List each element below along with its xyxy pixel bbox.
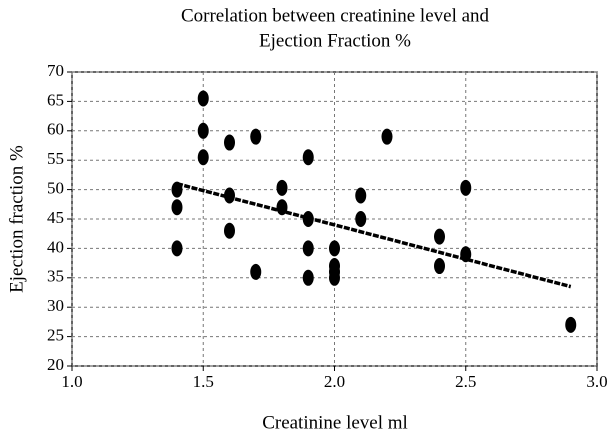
point (224, 222, 235, 239)
point (171, 199, 183, 216)
x-tick-label: 1.0 (61, 372, 82, 391)
point (460, 179, 472, 196)
point (434, 228, 445, 245)
point (276, 179, 288, 196)
y-tick-label: 55 (47, 149, 64, 168)
y-tick-label: 60 (47, 120, 64, 139)
point (197, 90, 209, 107)
point (565, 316, 577, 333)
y-axis-label: Ejection fraction % (6, 145, 27, 293)
point (302, 269, 314, 286)
point (302, 149, 314, 166)
y-tick-label: 40 (47, 237, 64, 256)
point (302, 240, 314, 257)
point (329, 269, 340, 286)
x-tick-label: 2.0 (324, 372, 345, 391)
x-axis-label: Creatinine level ml (262, 412, 408, 433)
y-tick-label: 45 (47, 208, 64, 227)
point (329, 240, 340, 257)
y-tick-label: 70 (47, 61, 64, 80)
point (250, 128, 262, 145)
trend-line (176, 182, 572, 289)
y-tick-label: 65 (47, 90, 64, 109)
chart-title: Ejection Fraction % (259, 30, 411, 51)
point (434, 258, 445, 275)
x-tick-label: 1.5 (193, 372, 214, 391)
point (250, 263, 262, 280)
point (197, 122, 209, 139)
y-tick-label: 25 (47, 326, 64, 345)
chart-title: Correlation between creatinine level and (181, 5, 490, 26)
y-tick-label: 35 (47, 267, 64, 286)
y-tick-label: 50 (47, 179, 64, 198)
point (197, 149, 209, 166)
y-tick-label: 30 (47, 296, 64, 315)
y-tick-label: 20 (47, 355, 64, 374)
point (171, 240, 183, 257)
x-tick-label: 2.5 (455, 372, 476, 391)
point (381, 128, 393, 145)
x-tick-label: 3.0 (586, 372, 607, 391)
point (224, 134, 235, 151)
point (355, 187, 367, 204)
point (355, 211, 367, 227)
